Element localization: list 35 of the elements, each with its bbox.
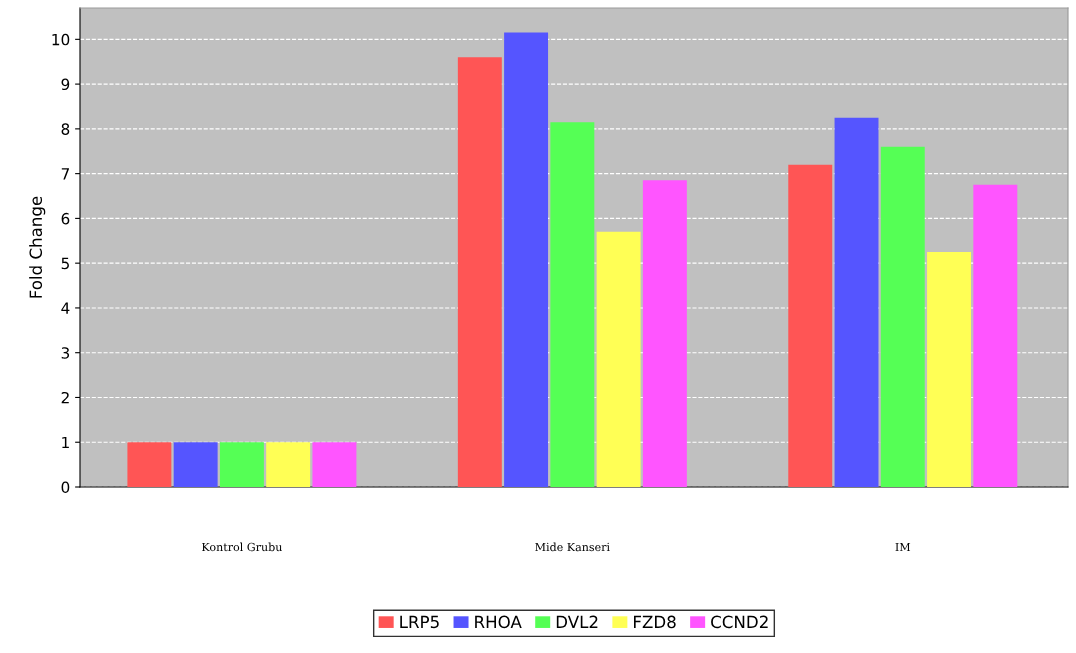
y-tick-label: 9: [61, 78, 70, 91]
bar: [973, 184, 1018, 487]
y-tick-label: 4: [61, 302, 70, 314]
y-tick-label: 1: [62, 436, 69, 449]
bar: [219, 442, 264, 487]
y-tick-label: 0: [61, 481, 70, 494]
x-tick-label: Mide Kanseri: [535, 542, 610, 552]
x-tick-label: Kontrol Grubu: [202, 542, 283, 552]
legend-label: DVL2: [556, 615, 598, 628]
legend-label: CCND2: [711, 615, 768, 629]
x-tick-label: IM: [895, 542, 911, 551]
bar: [788, 164, 833, 487]
y-axis-title: Fold Change: [29, 196, 46, 298]
bar: [457, 57, 502, 487]
bar: [266, 442, 311, 487]
bar: [312, 442, 357, 487]
y-tick-label: 8: [61, 123, 70, 135]
y-tick-label: 2: [61, 391, 69, 404]
bar: [127, 442, 172, 487]
legend-label: FZD8: [634, 615, 676, 629]
bar: [596, 231, 641, 487]
y-tick-label: 5: [61, 257, 69, 270]
y-tick-label: 10: [52, 33, 70, 46]
bar: [550, 122, 595, 487]
y-tick-label: 6: [61, 212, 70, 225]
bar: [504, 32, 549, 487]
legend-label: RHOA: [475, 615, 522, 629]
y-tick-label: 3: [61, 347, 70, 359]
bar: [834, 117, 879, 487]
bar: [927, 251, 972, 487]
bar: [880, 146, 925, 487]
bar: [173, 442, 218, 487]
y-tick-label: 7: [61, 168, 69, 180]
bar: [642, 180, 687, 487]
legend-label: LRP5: [400, 615, 439, 629]
